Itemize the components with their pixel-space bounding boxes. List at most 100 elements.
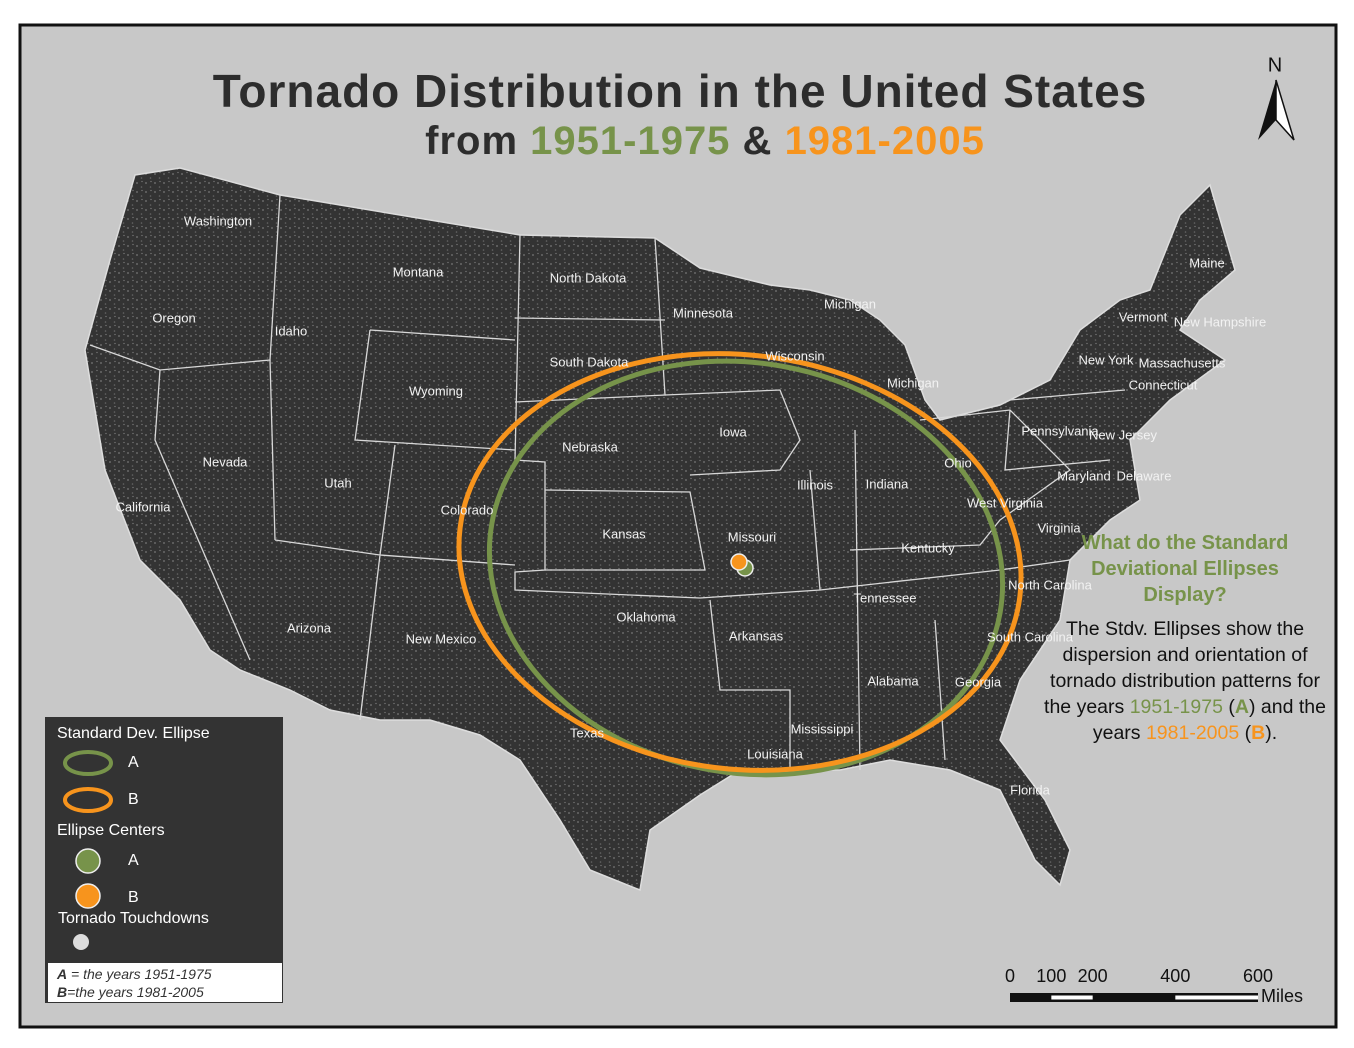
- state-label: Kentucky: [901, 540, 955, 555]
- state-label: Maryland: [1057, 468, 1110, 483]
- state-label: Nebraska: [562, 439, 618, 454]
- state-label: Alabama: [867, 673, 919, 688]
- scale-bar-outline: [1010, 993, 1258, 1002]
- state-label: Ohio: [944, 455, 971, 470]
- sidebar: What do the Standard Deviational Ellipse…: [1035, 530, 1335, 746]
- state-label: Mississippi: [791, 721, 854, 736]
- state-label: Virginia: [1037, 520, 1081, 535]
- scale-bar-segment: [1051, 995, 1093, 1000]
- legend-touchdown: [73, 934, 89, 950]
- desc-text: (: [1222, 696, 1235, 718]
- scale-tick-label: 600: [1243, 966, 1273, 986]
- legend-heading: Ellipse Centers: [57, 822, 165, 839]
- state-label: Iowa: [719, 424, 747, 439]
- title: Tornado Distribution in the United State…: [213, 65, 1148, 117]
- desc-years-a: 1951-1975: [1129, 696, 1223, 718]
- state-label: South Dakota: [550, 354, 630, 369]
- legend-heading: Tornado Touchdowns: [58, 910, 209, 927]
- legend-ellipse-a: [63, 750, 113, 776]
- scale-tick-label: 100: [1036, 966, 1066, 986]
- state-label: Oklahoma: [616, 609, 676, 624]
- state-label: Arkansas: [729, 628, 784, 643]
- scale-unit: Miles: [1261, 986, 1303, 1006]
- legend-heading: Standard Dev. Ellipse: [57, 725, 210, 742]
- note-text: = the years 1951-1975: [67, 966, 212, 982]
- legend-item: B: [128, 889, 139, 906]
- legend-item: A: [128, 754, 139, 771]
- legend-center-b: [75, 883, 101, 909]
- state-label: Florida: [1010, 782, 1051, 797]
- state-label: Texas: [570, 725, 604, 740]
- state-label: Maine: [1189, 255, 1224, 270]
- legend-item: A: [128, 852, 139, 869]
- state-label: California: [116, 499, 172, 514]
- desc-text: ).: [1265, 722, 1278, 744]
- north-label: N: [1268, 54, 1282, 76]
- state-label: New Mexico: [406, 631, 477, 646]
- state-label: Washington: [184, 213, 252, 228]
- legend-note: B=the years 1981-2005: [57, 984, 204, 1000]
- state-borders: [89, 194, 1126, 771]
- state-label: Missouri: [728, 529, 777, 544]
- state-label: Connecticut: [1129, 377, 1198, 392]
- desc-years-b: 1981-2005: [1145, 722, 1240, 744]
- desc-text: ) and the years: [1092, 696, 1332, 744]
- desc-text: (: [1239, 722, 1252, 744]
- state-label: Montana: [393, 264, 444, 279]
- state-label: New Jersey: [1089, 427, 1157, 442]
- state-label: Arizona: [287, 620, 332, 635]
- desc-key-a: A: [1234, 696, 1249, 718]
- note-key: A: [56, 966, 67, 982]
- state-label: Wyoming: [409, 383, 463, 398]
- state-labels: Washington Oregon California Nevada Idaho Mon…: [116, 213, 1267, 797]
- state-label: Utah: [324, 475, 351, 490]
- legend-note: A = the years 1951-1975: [56, 966, 212, 982]
- ellipse-a: [486, 358, 1006, 778]
- state-label: Michigan: [887, 375, 939, 390]
- note-key: B: [57, 984, 67, 1000]
- scale-tick-label: 400: [1160, 966, 1190, 986]
- state-label: Louisiana: [747, 746, 803, 761]
- state-label: Indiana: [866, 476, 909, 491]
- sidebar-description: The Stdv. Ellipses show the dispersion a…: [1035, 616, 1335, 746]
- ellipse-b: [456, 351, 1024, 773]
- state-label: Massachusetts: [1139, 355, 1226, 370]
- state-label: North Carolina: [1008, 577, 1093, 592]
- legend-item: B: [128, 791, 139, 808]
- state-label: North Dakota: [550, 270, 627, 285]
- scale-tick-label: 0: [1005, 966, 1015, 986]
- state-label: Oregon: [152, 310, 195, 325]
- center-b: [730, 553, 748, 571]
- sidebar-question: What do the Standard Deviational Ellipse…: [1081, 532, 1289, 606]
- note-text: =the years 1981-2005: [67, 984, 204, 1000]
- state-label: West Virginia: [967, 495, 1044, 510]
- subtitle: from 1951-1975 & 1981-2005: [425, 119, 985, 163]
- state-label: Delaware: [1117, 468, 1172, 483]
- scale-bar-segment: [1175, 995, 1258, 1000]
- state-label: New York: [1079, 352, 1134, 367]
- state-label: Georgia: [955, 674, 1002, 689]
- desc-text: The Stdv. Ellipses show the dispersion a…: [1044, 618, 1326, 718]
- state-label: New Hampshire: [1174, 314, 1266, 329]
- north-arrow: [1275, 79, 1295, 141]
- state-label: Wisconsin: [765, 348, 824, 363]
- state-label: South Carolina: [987, 629, 1074, 644]
- state-label: Kansas: [602, 526, 646, 541]
- state-label: Vermont: [1119, 309, 1168, 324]
- scale-tick-label: 200: [1078, 966, 1108, 986]
- state-label: Nevada: [203, 454, 249, 469]
- north-arrow: [1258, 80, 1276, 140]
- subtitle-years-b: 1981-2005: [785, 119, 985, 163]
- desc-key-b: B: [1251, 722, 1266, 744]
- state-label: Colorado: [441, 502, 494, 517]
- subtitle-part: &: [730, 119, 784, 163]
- state-label: Tennessee: [854, 590, 917, 605]
- state-label: Michigan: [824, 296, 876, 311]
- legend-notes-box: [48, 963, 282, 1002]
- state-label: Idaho: [275, 323, 308, 338]
- subtitle-years-a: 1951-1975: [530, 119, 730, 163]
- state-label: Pennsylvania: [1021, 423, 1099, 438]
